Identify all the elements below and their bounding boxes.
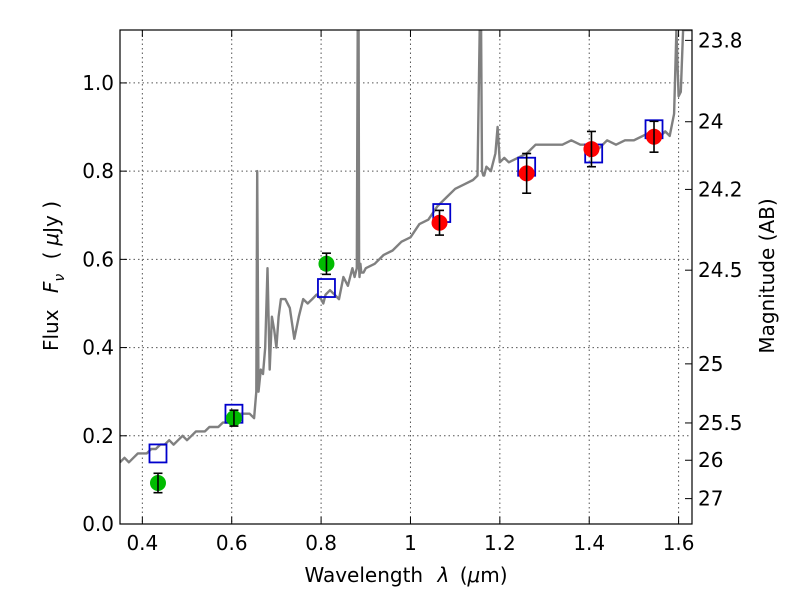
- magnitude-tick-label: 24.5: [698, 258, 743, 282]
- magnitude-tick-label: 26: [698, 448, 723, 472]
- magnitude-tick-label: 23.8: [698, 28, 743, 52]
- x-axis-title-unit-mu: μ: [467, 563, 481, 587]
- magnitude-tick-label: 25.5: [698, 411, 743, 435]
- y-tick-label: 0.4: [82, 336, 114, 360]
- ticks-layer: 0.4 0.6 0.8 1 1.2 1.4 1.6 0.0 0.2 0.4 0.6 0.8 1.0 23.…: [82, 28, 742, 555]
- model-photometry-square: [317, 278, 336, 298]
- right-axis-title: Magnitude (AB): [755, 198, 779, 353]
- x-axis-title-prefix: Wavelength: [304, 563, 423, 587]
- y-axis-title-unit-mu: μ: [39, 233, 63, 247]
- y-tick-label: 1.0: [82, 71, 114, 95]
- grid: [120, 30, 692, 525]
- y-axis-title: Flux Fν ( μJy ): [39, 201, 69, 351]
- y-axis-title-symbol: F: [39, 281, 63, 293]
- y-axis-title-unit-open: (: [39, 252, 63, 260]
- y-tick-label: 0.6: [82, 247, 114, 271]
- y-axis-title-unit-rest: Jy ): [39, 201, 63, 235]
- magnitude-tick-label: 24: [698, 110, 723, 134]
- model-photometry-square: [148, 443, 168, 464]
- magnitude-tick-label: 27: [698, 487, 723, 511]
- y-axis-title-subscript: ν: [52, 274, 68, 282]
- x-tick-label: 1.6: [663, 531, 695, 555]
- x-axis-title-unit-open: (: [460, 563, 468, 587]
- x-tick-label: 1.4: [573, 531, 605, 555]
- x-tick-label: 1.2: [484, 531, 516, 555]
- y-axis-title-prefix: Flux: [39, 309, 63, 351]
- magnitude-tick-label: 25: [698, 352, 723, 376]
- x-axis-title-symbol: λ: [436, 563, 449, 587]
- spectrum-line: [120, 30, 692, 464]
- x-tick-label: 1: [404, 531, 417, 555]
- plot-area-frame: [119, 29, 693, 525]
- y-tick-label: 0.8: [82, 159, 114, 183]
- x-tick-label: 0.8: [305, 531, 337, 555]
- x-tick-label: 0.6: [216, 531, 248, 555]
- x-tick-label: 0.4: [126, 531, 158, 555]
- y-tick-label: 0.0: [82, 512, 114, 536]
- y-tick-label: 0.2: [82, 424, 114, 448]
- x-axis-title-unit-rest: m): [480, 563, 507, 587]
- points-layer: [148, 119, 664, 494]
- magnitude-tick-label: 24.2: [698, 177, 743, 201]
- spectrum-layer: [120, 30, 692, 464]
- x-axis-title: Wavelength λ (μm): [304, 563, 507, 587]
